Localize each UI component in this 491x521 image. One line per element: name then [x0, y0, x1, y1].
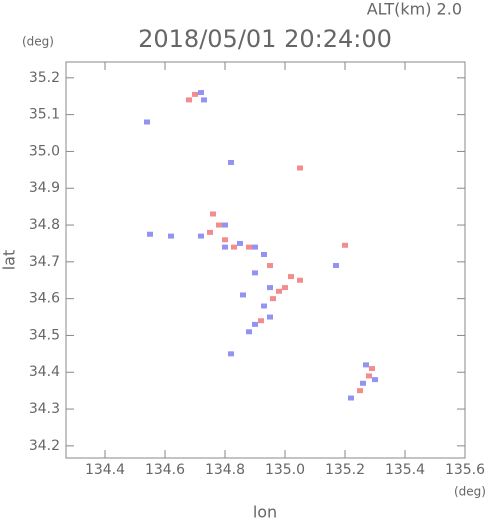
data-point — [357, 388, 363, 394]
x-tick-label: 135.0 — [265, 462, 305, 478]
data-point — [252, 270, 258, 276]
y-tick-label: 34.3 — [29, 401, 60, 417]
data-point — [252, 244, 258, 250]
data-point — [210, 211, 216, 217]
x-tick-label: 135.4 — [385, 462, 425, 478]
data-point — [366, 373, 372, 379]
data-point — [369, 366, 375, 372]
data-point — [267, 314, 273, 320]
y-tick-label: 35.0 — [29, 143, 60, 159]
data-point — [261, 303, 267, 309]
plot-frame — [65, 61, 466, 459]
data-point — [207, 229, 213, 235]
data-point — [222, 222, 228, 228]
data-point — [192, 91, 198, 97]
subtitle: ALT(km) 2.0 — [367, 0, 462, 19]
data-point — [186, 97, 192, 103]
y-tick-label: 34.5 — [29, 327, 60, 343]
y-tick-label: 35.1 — [29, 107, 60, 123]
data-point — [231, 244, 237, 250]
data-point — [168, 233, 174, 239]
y-tick-label: 34.2 — [29, 438, 60, 454]
data-point — [237, 240, 243, 246]
data-point — [147, 231, 153, 237]
x-tick-label: 134.6 — [145, 462, 185, 478]
y-unit: (deg) — [22, 35, 54, 49]
data-point — [201, 97, 207, 103]
y-tick-label: 34.6 — [29, 291, 60, 307]
y-tick-label: 34.8 — [29, 217, 60, 233]
y-tick-label: 35.2 — [29, 70, 60, 86]
data-point — [333, 263, 339, 269]
data-point — [297, 165, 303, 171]
x-tick-label: 135.6 — [445, 462, 485, 478]
data-point — [198, 90, 204, 96]
x-tick-label: 135.2 — [325, 462, 365, 478]
data-point — [267, 263, 273, 269]
data-point — [144, 119, 150, 125]
data-point — [360, 380, 366, 386]
data-point — [222, 237, 228, 243]
data-point — [270, 296, 276, 302]
x-axis-label: lon — [253, 503, 277, 521]
y-tick-label: 34.7 — [29, 254, 60, 270]
x-unit: (deg) — [454, 485, 486, 499]
data-point — [372, 377, 378, 383]
data-point — [282, 285, 288, 291]
y-tick-label: 34.4 — [29, 364, 60, 380]
data-point — [342, 242, 348, 248]
data-point — [252, 321, 258, 327]
data-point — [240, 292, 246, 298]
y-tick-label: 34.9 — [29, 180, 60, 196]
data-point — [198, 233, 204, 239]
data-point — [261, 251, 267, 257]
data-point — [246, 329, 252, 335]
data-point — [288, 274, 294, 280]
y-axis-label: lat — [0, 250, 19, 271]
data-point — [216, 222, 222, 228]
x-tick-label: 134.4 — [85, 462, 125, 478]
data-point — [267, 285, 273, 291]
data-point — [228, 159, 234, 165]
data-point — [348, 395, 354, 401]
data-point — [222, 244, 228, 250]
data-point — [258, 318, 264, 324]
data-point — [228, 351, 234, 357]
data-point — [297, 277, 303, 283]
x-tick-label: 134.8 — [205, 462, 245, 478]
data-point — [276, 288, 282, 294]
chart-title: 2018/05/01 20:24:00 — [138, 25, 392, 53]
data-point — [363, 362, 369, 368]
data-point — [246, 244, 252, 250]
